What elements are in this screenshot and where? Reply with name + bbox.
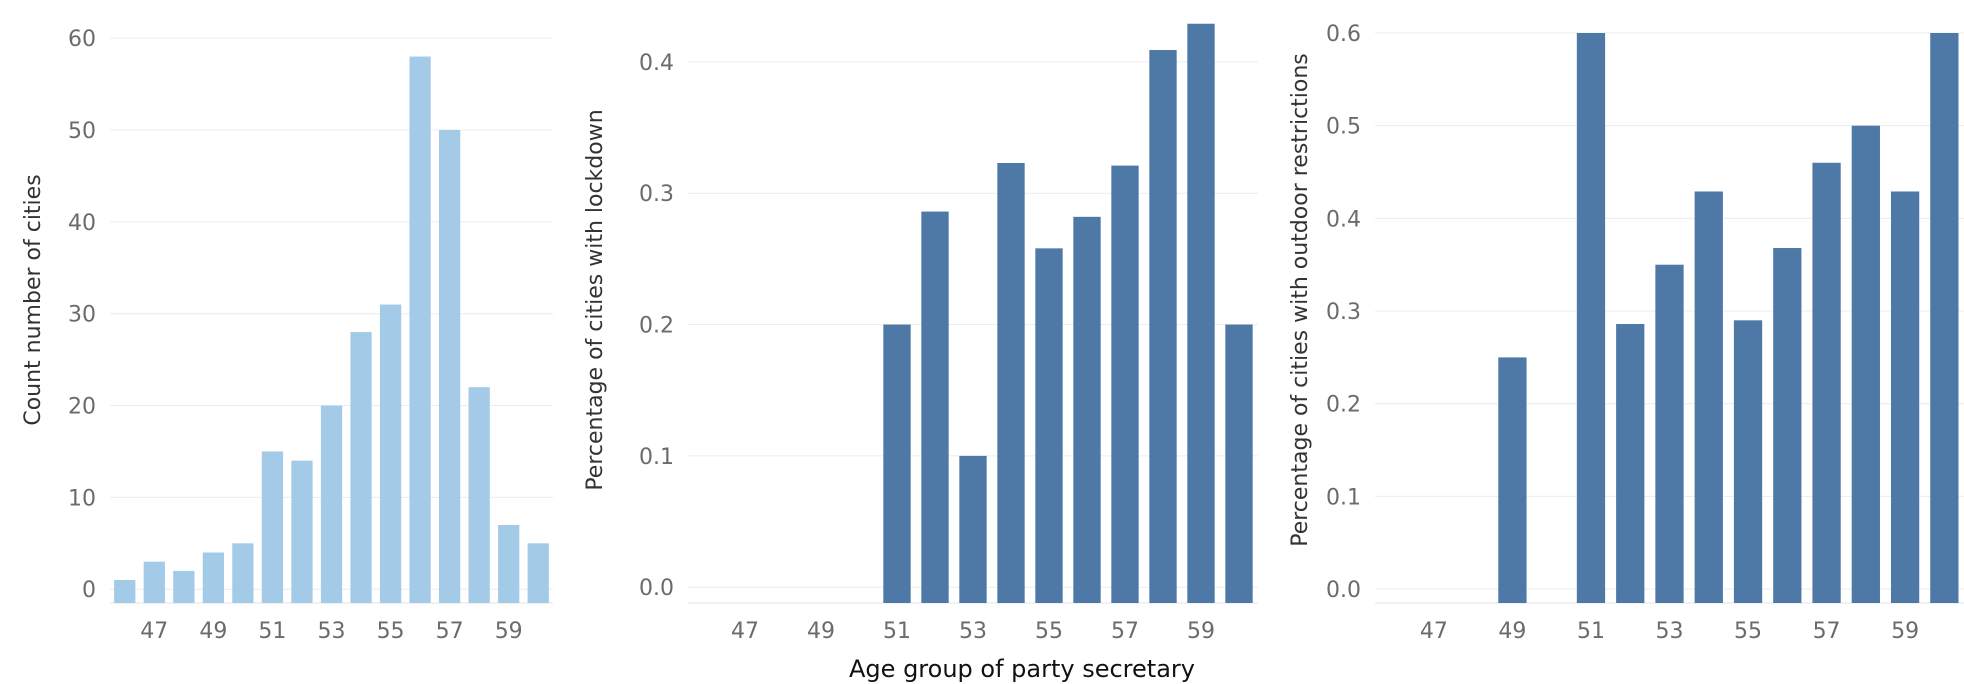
x-tick-label: 55 xyxy=(377,619,405,644)
bar xyxy=(1655,264,1684,603)
bar xyxy=(1576,33,1606,603)
bar xyxy=(997,162,1025,603)
panel-city-count: 0 10 20 30 40 50 60 47 49 51 53 55 57 59 Count number … xyxy=(21,27,553,644)
bar xyxy=(1930,33,1959,603)
x-tick-label: 47 xyxy=(731,619,759,644)
x-tick-label: 59 xyxy=(495,619,523,644)
y-tick-label: 0.3 xyxy=(639,182,674,207)
x-tick-label: 57 xyxy=(436,619,464,644)
bar xyxy=(1498,357,1527,603)
bar xyxy=(959,455,987,603)
y-tick-label: 10 xyxy=(68,486,96,511)
bar xyxy=(1773,248,1802,603)
bar xyxy=(1812,162,1841,603)
y-tick-label: 0.1 xyxy=(1326,485,1361,510)
bar xyxy=(1149,50,1177,604)
y-tick-label: 0.4 xyxy=(1326,207,1361,232)
bar xyxy=(114,580,136,603)
x-tick-label: 47 xyxy=(1420,619,1448,644)
bar xyxy=(921,211,949,603)
x-tick-label: 57 xyxy=(1111,619,1139,644)
bar xyxy=(409,56,431,603)
x-axis-label: Age group of party secretary xyxy=(849,655,1195,683)
y-tick-label: 0.2 xyxy=(639,314,674,339)
y-axis-label: Percentage of cities with lockdown xyxy=(583,109,608,490)
bar xyxy=(1694,191,1723,604)
bar xyxy=(498,524,520,603)
bar xyxy=(350,332,372,603)
x-tick-label: 49 xyxy=(807,619,835,644)
x-tick-label: 51 xyxy=(1577,619,1605,644)
x-tick-label: 49 xyxy=(1498,619,1526,644)
bar xyxy=(1035,248,1063,604)
x-tick-label: 55 xyxy=(1734,619,1762,644)
bar xyxy=(439,130,461,604)
x-tick-label: 57 xyxy=(1813,619,1841,644)
x-tick-label: 49 xyxy=(199,619,227,644)
x-tick-label: 55 xyxy=(1035,619,1063,644)
x-tick-label: 53 xyxy=(959,619,987,644)
x-tick-label: 47 xyxy=(140,619,168,644)
y-tick-label: 0.2 xyxy=(1326,393,1361,418)
bar xyxy=(232,543,254,603)
y-tick-label: 0 xyxy=(82,578,96,603)
bar xyxy=(1187,23,1215,604)
x-tick-label: 59 xyxy=(1891,619,1919,644)
bar xyxy=(1225,324,1253,603)
bar xyxy=(1851,125,1880,604)
y-tick-label: 50 xyxy=(68,119,96,144)
bar xyxy=(320,405,343,603)
x-tick-label: 59 xyxy=(1187,619,1215,644)
y-tick-label: 60 xyxy=(68,27,96,52)
y-tick-label: 40 xyxy=(68,211,96,236)
x-tick-label: 53 xyxy=(318,619,346,644)
panel-lockdown: 0.0 0.1 0.2 0.3 0.4 47 49 51 53 55 57 59 Percentage … xyxy=(583,23,1258,683)
bar xyxy=(1733,320,1763,603)
bar xyxy=(202,552,224,603)
y-tick-label: 0.0 xyxy=(639,576,674,601)
bar xyxy=(527,543,549,603)
panel-outdoor-restrictions: 0.0 0.1 0.2 0.3 0.4 0.5 0.6 47 49 51 53 55 57 59 Perce… xyxy=(1288,22,1964,644)
bar xyxy=(143,561,165,603)
y-tick-label: 20 xyxy=(68,395,96,420)
x-tick-label: 53 xyxy=(1656,619,1684,644)
bar xyxy=(173,570,195,603)
bar xyxy=(468,387,490,603)
bar xyxy=(261,451,284,603)
y-tick-label: 0.5 xyxy=(1326,115,1361,140)
bar xyxy=(1073,216,1101,603)
x-tick-label: 51 xyxy=(258,619,286,644)
bar xyxy=(1890,191,1920,604)
y-tick-label: 0.6 xyxy=(1326,22,1361,47)
y-tick-label: 0.4 xyxy=(639,51,674,76)
bar xyxy=(883,324,911,603)
y-tick-label: 0.3 xyxy=(1326,300,1361,325)
y-axis-label: Count number of cities xyxy=(21,174,46,425)
x-tick-label: 51 xyxy=(883,619,911,644)
y-axis-label: Percentage of cities with outdoor restri… xyxy=(1288,53,1313,547)
y-tick-label: 0.0 xyxy=(1326,578,1361,603)
y-tick-label: 0.1 xyxy=(639,445,674,470)
bar xyxy=(1111,165,1139,603)
bar xyxy=(1616,324,1645,603)
bar xyxy=(379,304,402,603)
bar xyxy=(291,460,313,603)
y-tick-label: 30 xyxy=(68,303,96,328)
